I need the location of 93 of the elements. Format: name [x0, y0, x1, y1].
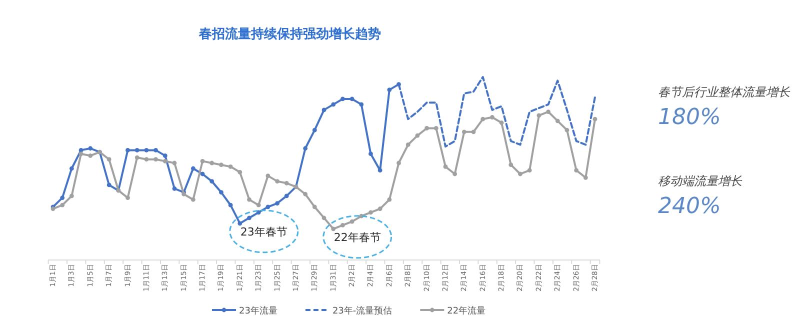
point: [303, 192, 308, 196]
text: 180%: [658, 105, 721, 130]
point: [312, 204, 317, 210]
annotation: 22年春节: [334, 230, 381, 244]
point: [415, 133, 420, 138]
point: [247, 197, 252, 202]
point: [228, 164, 233, 169]
point: [219, 190, 224, 194]
point: [172, 160, 177, 166]
point: [350, 96, 354, 102]
point: [134, 148, 140, 152]
point: [359, 102, 364, 107]
text: 移动端流量增长: [658, 174, 743, 188]
point: [126, 196, 130, 200]
point: [452, 172, 458, 176]
point: [424, 126, 429, 130]
point: [499, 120, 504, 125]
point: [60, 202, 65, 208]
point: [162, 153, 168, 158]
text: 240%: [658, 194, 721, 219]
point: [256, 202, 261, 208]
point: [480, 116, 486, 122]
chart-title: 春招流量持续保持强劲增长趋势: [198, 26, 381, 42]
point: [574, 168, 579, 173]
point: [238, 170, 242, 174]
point: [69, 166, 74, 171]
point: [284, 194, 289, 198]
legend-label: 23年-流量预估: [332, 306, 392, 316]
point: [462, 130, 466, 134]
point: [284, 180, 289, 186]
point: [190, 166, 196, 171]
point: [322, 108, 326, 112]
point: [106, 157, 112, 162]
point: [154, 148, 158, 152]
point: [60, 196, 65, 200]
point: [518, 172, 522, 176]
point: [266, 174, 270, 178]
point: [350, 219, 354, 224]
point: [406, 142, 410, 147]
legend-label: 22年流量: [447, 306, 486, 316]
point: [275, 179, 280, 184]
point: [162, 158, 168, 164]
point: [172, 186, 177, 191]
point: [312, 128, 317, 132]
legend-label: 23年流量: [239, 306, 278, 316]
point: [219, 162, 224, 168]
point: [555, 118, 560, 124]
point: [238, 221, 242, 226]
point: [527, 168, 532, 173]
point: [88, 153, 93, 158]
point: [106, 182, 112, 188]
point: [134, 155, 140, 160]
point: [434, 126, 438, 130]
point: [200, 172, 205, 176]
point: [340, 223, 345, 228]
point: [247, 216, 252, 220]
point: [331, 226, 336, 232]
point: [387, 197, 392, 202]
point: [210, 160, 214, 166]
point: [190, 197, 196, 202]
point: [490, 115, 494, 120]
point: [536, 113, 542, 118]
annotation: 23年春节: [240, 225, 288, 238]
point: [378, 168, 382, 173]
point: [88, 146, 93, 151]
point: [303, 146, 308, 151]
point: [69, 194, 74, 198]
point: [387, 88, 392, 92]
text: 春节后行业整体流量增长: [658, 85, 791, 99]
point: [322, 216, 326, 220]
point: [78, 152, 84, 156]
point: [378, 206, 382, 211]
point: [154, 157, 158, 162]
point: [583, 175, 588, 180]
point: [443, 164, 448, 169]
point: [471, 130, 476, 134]
point: [144, 157, 149, 162]
point: [340, 96, 345, 102]
point: [228, 202, 233, 208]
point: [126, 148, 130, 152]
point: [396, 160, 401, 166]
point: [200, 158, 205, 164]
point: [546, 110, 550, 114]
point: [210, 179, 214, 184]
point: [368, 210, 373, 215]
point: [368, 152, 373, 156]
point: [275, 201, 280, 206]
point: [266, 204, 270, 210]
point: [144, 148, 149, 152]
point: [592, 116, 598, 122]
point: [564, 128, 570, 132]
point: [508, 162, 514, 168]
point: [331, 102, 336, 107]
